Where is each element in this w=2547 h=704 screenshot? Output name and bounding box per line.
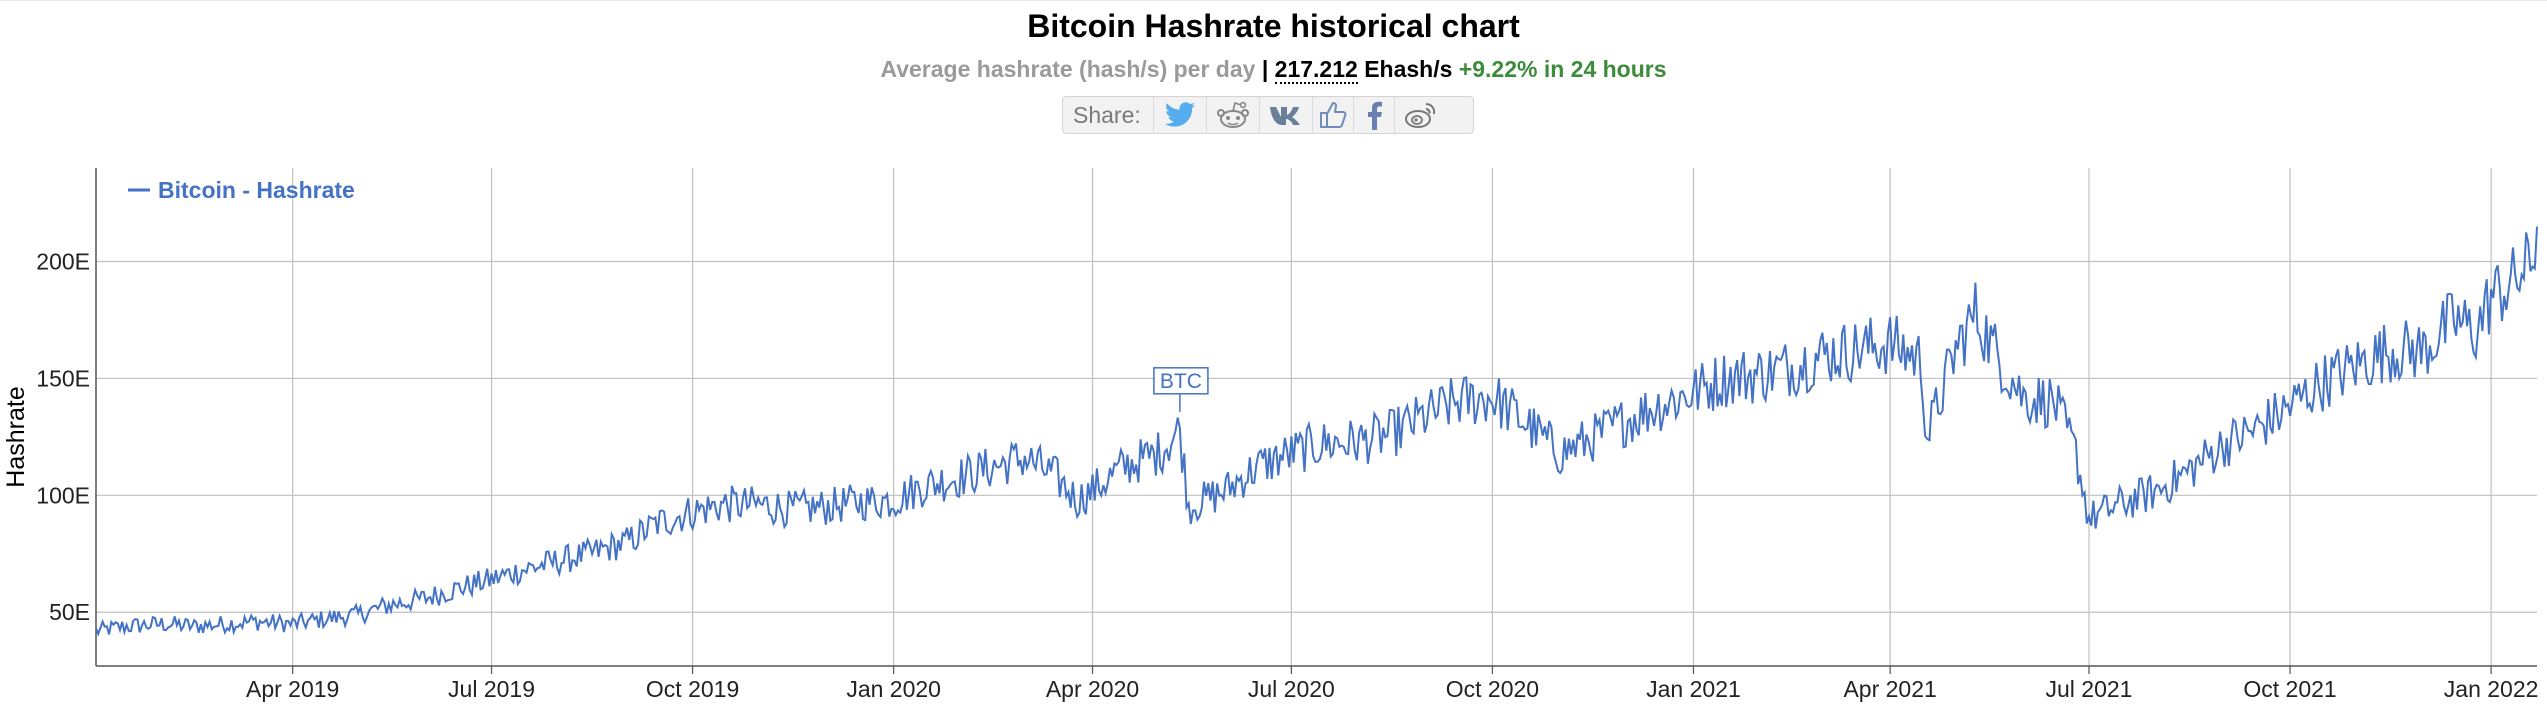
legend-label: Bitcoin - Hashrate [158, 177, 355, 203]
weibo-icon[interactable] [1393, 97, 1447, 133]
y-tick-label: 150E [36, 365, 90, 391]
x-tick-label: Jul 2019 [448, 676, 535, 702]
change-24h: +9.22% in 24 hours [1458, 56, 1667, 82]
chart-title: Bitcoin Hashrate historical chart [1027, 8, 1520, 44]
like-icon[interactable] [1311, 97, 1353, 133]
annotation-label: BTC [1160, 370, 1202, 393]
share-label: Share: [1073, 101, 1141, 128]
subtitle-separator: | [1261, 56, 1269, 82]
chart-subtitle: Average hashrate (hash/s) per day | 217.… [0, 56, 2547, 84]
hashrate-unit: Ehash/s [1364, 56, 1453, 82]
x-tick-label: Jan 2022 [2444, 676, 2539, 702]
x-tick-label: Jul 2021 [2046, 676, 2133, 702]
x-tick-label: Jan 2020 [846, 676, 941, 702]
twitter-icon[interactable] [1152, 97, 1206, 133]
btc-annotation[interactable]: BTC [1153, 367, 1209, 412]
hashrate-series-line [95, 226, 2538, 637]
subtitle-prefix: Average hashrate (hash/s) per day [880, 56, 1256, 82]
vk-icon[interactable] [1258, 97, 1312, 133]
y-tick-label: 50E [49, 599, 90, 625]
y-axis-label: Hashrate [2, 386, 30, 487]
x-tick-label: Jan 2021 [1646, 676, 1741, 702]
x-tick-label: Oct 2019 [646, 676, 739, 702]
y-tick-label: 200E [36, 249, 90, 275]
tick-labels: 50E 100E 150E 200E Apr 2019 Jul 2019 Oct 2019 J… [36, 249, 2538, 702]
x-tick-label: Oct 2021 [2243, 676, 2336, 702]
annotation-box [1153, 367, 1209, 395]
legend[interactable]: Bitcoin - Hashrate [128, 177, 355, 203]
x-tick-label: Oct 2020 [1446, 676, 1539, 702]
current-hashrate-value[interactable]: 217.212 [1274, 56, 1358, 84]
share-bar: Share: [1062, 96, 1474, 134]
axes [95, 168, 2537, 674]
reddit-icon[interactable] [1205, 97, 1259, 133]
x-tick-label: Jul 2020 [1248, 676, 1335, 702]
x-tick-label: Apr 2020 [1046, 676, 1139, 702]
y-tick-label: 100E [36, 482, 90, 508]
x-tick-label: Apr 2021 [1843, 676, 1936, 702]
x-tick-label: Apr 2019 [246, 676, 339, 702]
facebook-icon[interactable] [1352, 97, 1394, 133]
